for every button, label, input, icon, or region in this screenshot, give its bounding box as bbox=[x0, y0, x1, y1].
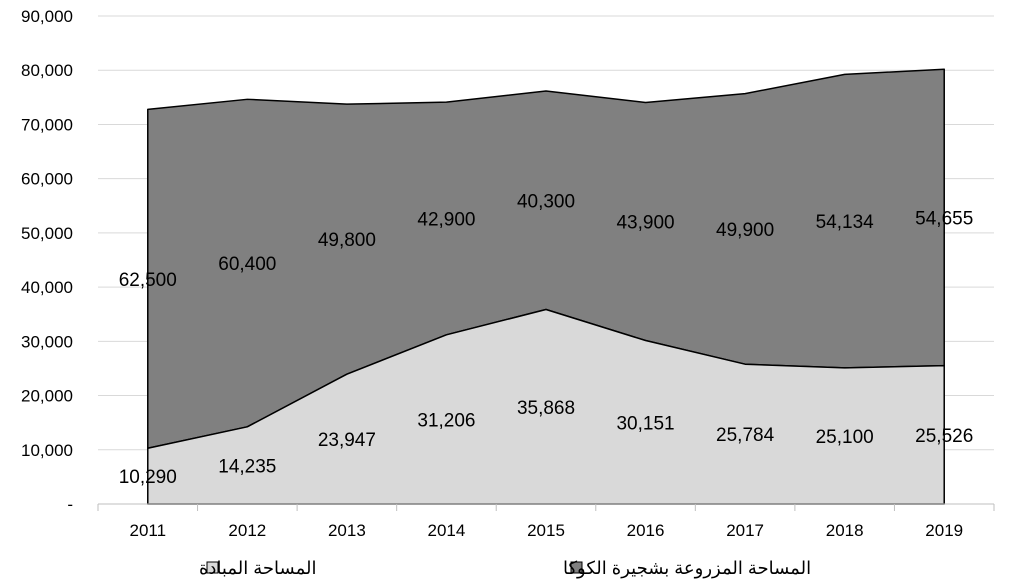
data-label-cultivated: 49,800 bbox=[318, 230, 376, 251]
x-tick-label: 2011 bbox=[129, 521, 166, 540]
area-series bbox=[147, 68, 945, 505]
y-tick-label: 50,000 bbox=[21, 224, 73, 243]
data-label-eradicated: 25,526 bbox=[915, 426, 973, 447]
data-label-eradicated: 10,290 bbox=[119, 467, 177, 488]
y-tick-label: 70,000 bbox=[21, 115, 73, 134]
series-area-eradicated bbox=[147, 308, 945, 505]
data-label-cultivated: 43,900 bbox=[616, 212, 674, 233]
legend: المساحة المبادة المساحة المزروعة بشجيرة ا… bbox=[199, 558, 811, 579]
y-axis-ticks: - 10,000 20,000 30,000 40,000 50,000 60,000 70,… bbox=[21, 7, 73, 514]
y-tick-label: 80,000 bbox=[21, 61, 73, 80]
legend-label: المساحة المزروعة بشجيرة الكوكا bbox=[563, 558, 811, 579]
x-axis bbox=[97, 503, 995, 511]
data-label-eradicated: 14,235 bbox=[218, 456, 276, 477]
data-label-eradicated: 25,100 bbox=[816, 427, 874, 448]
data-label-cultivated: 60,400 bbox=[218, 254, 276, 275]
legend-swatch bbox=[206, 561, 219, 574]
data-label-eradicated: 35,868 bbox=[517, 398, 575, 419]
data-label-cultivated: 54,655 bbox=[915, 208, 973, 229]
x-tick-label: 2017 bbox=[726, 521, 764, 540]
y-tick-label: 60,000 bbox=[21, 170, 73, 189]
legend-label: المساحة المبادة bbox=[199, 558, 316, 578]
y-tick-label: - bbox=[67, 495, 73, 514]
y-tick-label: 90,000 bbox=[21, 7, 73, 26]
x-tick-label: 2016 bbox=[627, 521, 665, 540]
legend-swatch bbox=[570, 561, 583, 574]
x-tick-label: 2012 bbox=[228, 521, 266, 540]
data-label-cultivated: 49,900 bbox=[716, 220, 774, 241]
x-tick-label: 2015 bbox=[527, 521, 565, 540]
x-tick-label: 2014 bbox=[428, 521, 466, 540]
x-tick-label: 2013 bbox=[328, 521, 366, 540]
data-label-eradicated: 30,151 bbox=[616, 413, 674, 434]
x-tick-label: 2019 bbox=[925, 521, 963, 540]
data-label-cultivated: 40,300 bbox=[517, 191, 575, 212]
data-label-cultivated: 42,900 bbox=[417, 209, 475, 230]
data-labels: 10,290 14,235 23,947 31,206 35,868 30,151 25,7… bbox=[119, 191, 974, 488]
y-tick-label: 30,000 bbox=[21, 332, 73, 351]
y-tick-label: 40,000 bbox=[21, 278, 73, 297]
data-label-cultivated: 54,134 bbox=[816, 212, 875, 233]
x-tick-label: 2018 bbox=[826, 521, 864, 540]
y-tick-label: 10,000 bbox=[21, 441, 73, 460]
y-tick-label: 20,000 bbox=[21, 387, 73, 406]
data-label-eradicated: 31,206 bbox=[417, 410, 475, 431]
data-label-eradicated: 23,947 bbox=[318, 430, 376, 451]
data-label-eradicated: 25,784 bbox=[716, 425, 775, 446]
data-label-cultivated: 62,500 bbox=[119, 270, 177, 291]
x-axis-ticks: 2011 2012 2013 2014 2015 2016 2017 2018 2019 bbox=[129, 521, 963, 540]
